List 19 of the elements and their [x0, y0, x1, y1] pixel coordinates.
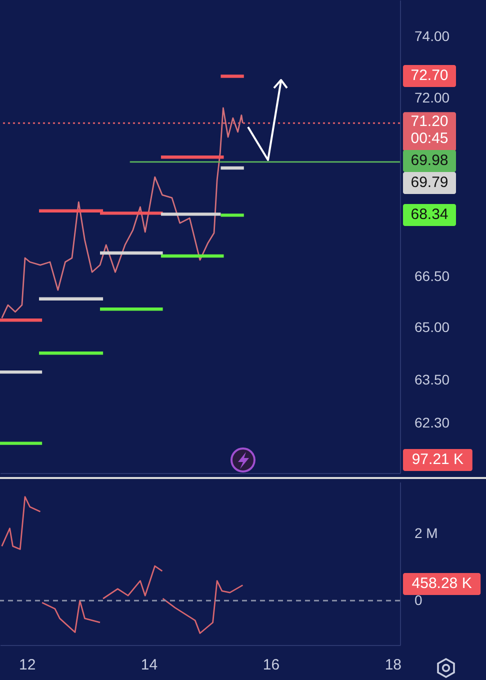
y-tick-label: 2 M: [414, 524, 438, 541]
x-tick-label: 14: [140, 656, 158, 674]
text: 72.70: [410, 67, 448, 84]
text: 69.79: [410, 174, 448, 191]
x-tick-label: 16: [262, 656, 280, 674]
text: 69.98: [410, 152, 448, 169]
x-tick-label: 18: [384, 656, 402, 674]
y-tick-label: 62.30: [414, 414, 450, 431]
y-tick-label: 0: [414, 592, 422, 608]
y-tick-label: 72.00: [414, 89, 450, 106]
text: 97.21 K: [412, 451, 464, 468]
y-tick-label: 66.50: [414, 268, 450, 284]
text: 458.28 K: [412, 575, 472, 592]
x-tick-label: 12: [18, 656, 36, 674]
y-tick-label: 74.00: [414, 28, 450, 44]
text: 68.34: [410, 206, 448, 223]
y-tick-label: 63.50: [414, 372, 450, 388]
y-tick-label: 65.00: [414, 319, 450, 336]
ref-line-label: 71.20 00:45: [410, 113, 448, 148]
